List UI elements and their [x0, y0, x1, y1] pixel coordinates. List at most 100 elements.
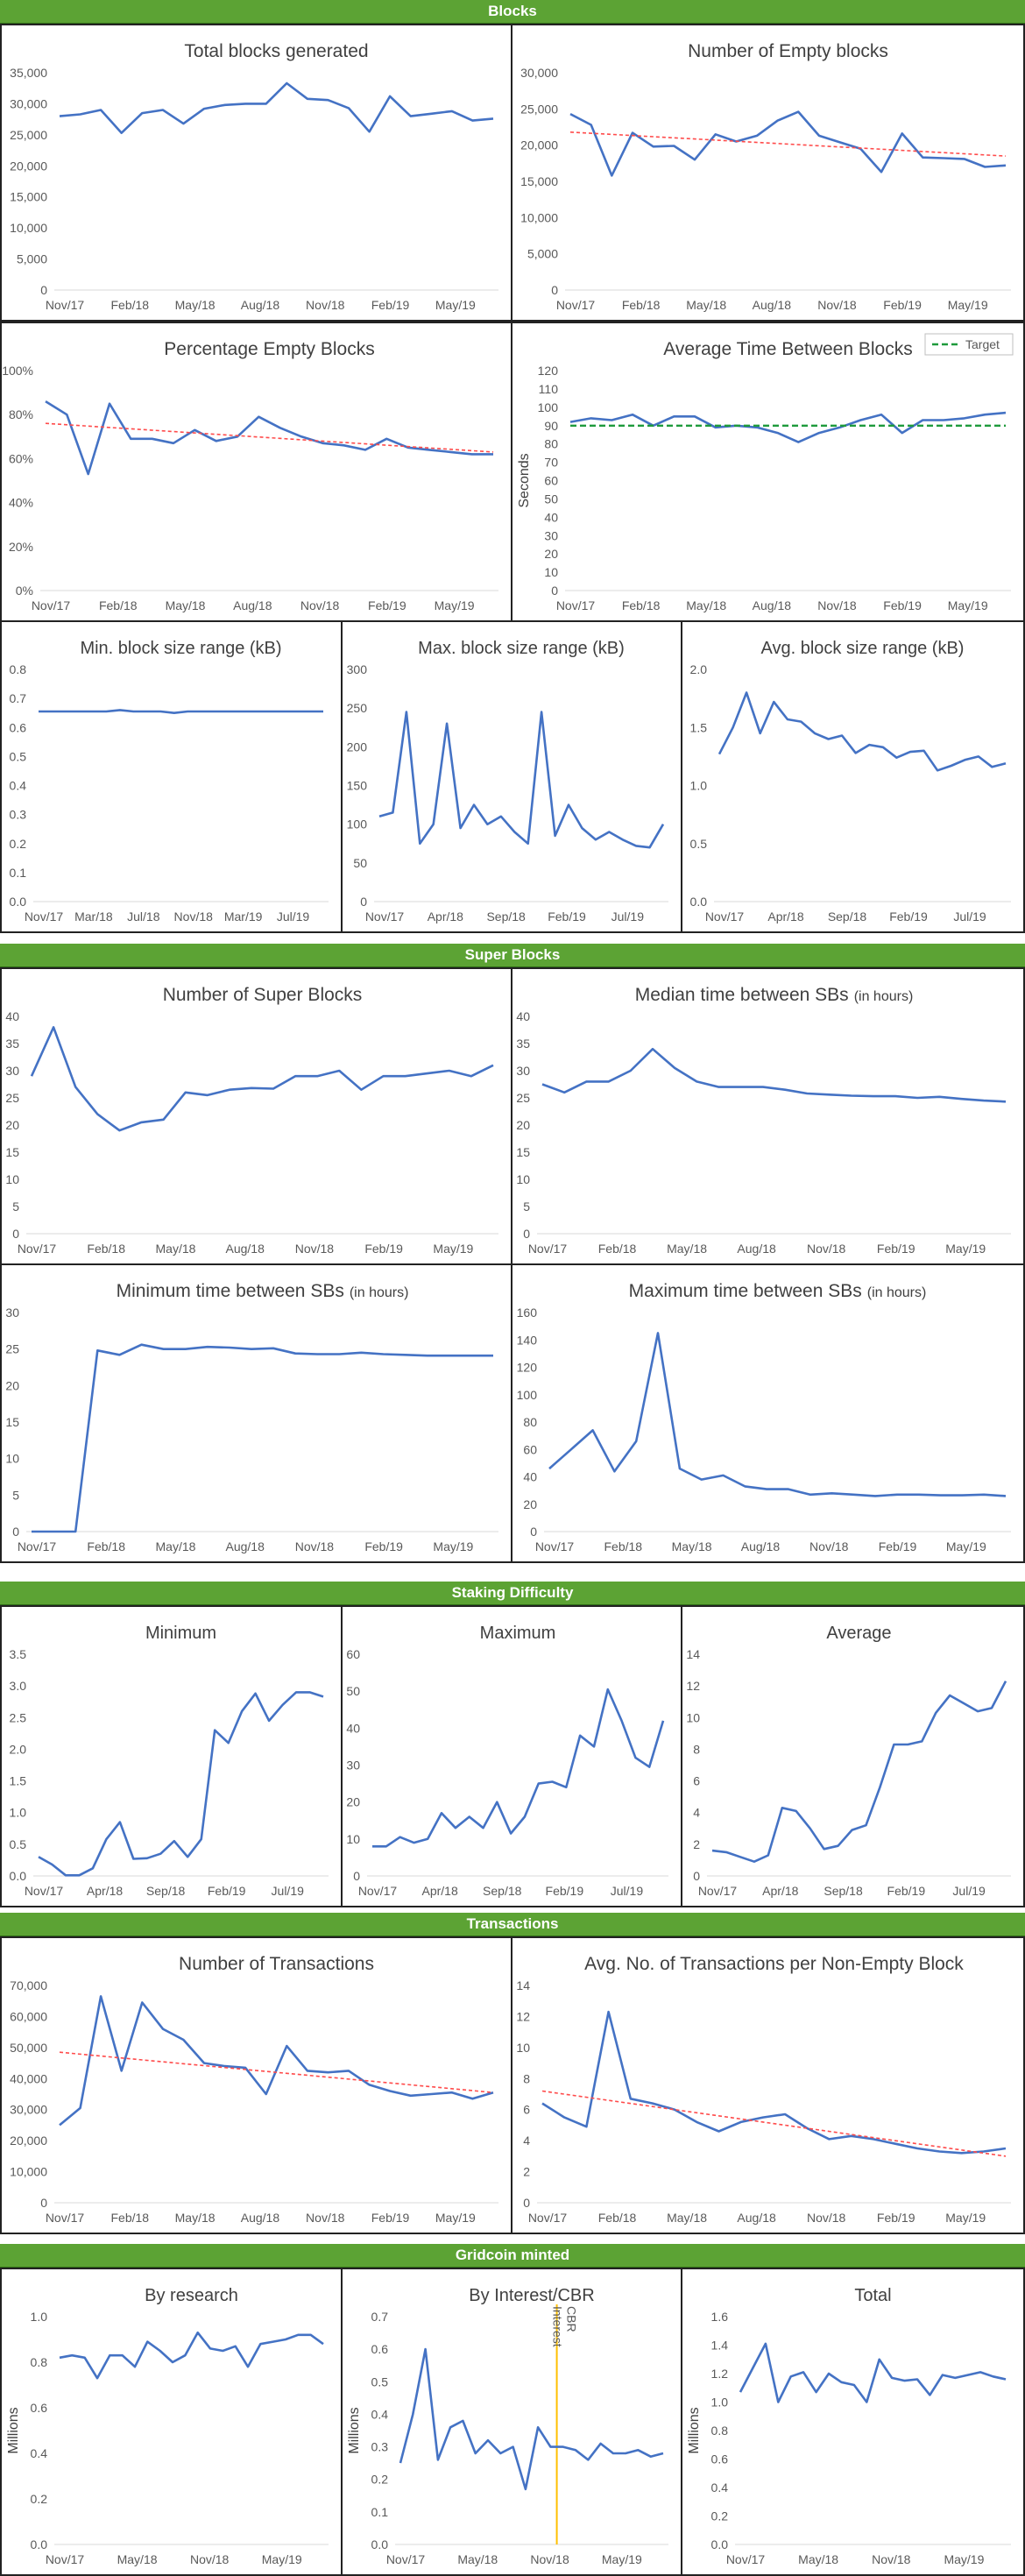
y-tick-label: 1.2 [711, 2367, 729, 2381]
chart-title: Max. block size range (kB) [418, 639, 625, 658]
y-tick-label: 1.0 [711, 2396, 729, 2410]
x-tick-label: Nov/18 [817, 298, 857, 312]
chart-panel-min-sb: Minimum time between SBs (in hours) 0 5 10 15… [0, 1263, 512, 1563]
y-tick-label: 0.1 [371, 2505, 389, 2519]
y-tick-label: 2 [693, 1837, 700, 1851]
x-tick-label: May/19 [602, 2552, 642, 2566]
series-line [739, 2342, 1007, 2403]
x-tick-label: Sep/18 [483, 1884, 522, 1898]
y-tick-label: 0.2 [31, 2492, 48, 2506]
x-tick-label: Feb/19 [546, 1884, 584, 1898]
chart-title: By research [145, 2286, 238, 2305]
chart-diff-min: Minimum 0.0 0.5 1.0 1.5 2.0 2.5 3.0 3.5 Nov/17 Apr… [10, 1624, 329, 1898]
y-tick-label: 15,000 [520, 174, 558, 188]
chart-avg-size: Avg. block size range (kB) 0.0 0.5 1.0 1.5 2.… [690, 639, 1011, 924]
chart-panel-empty-blocks: Number of Empty blocks 0 5,000 10,000 15,000… [511, 24, 1025, 322]
chart-panel-max-sb: Maximum time between SBs (in hours) 0 20 40 6… [511, 1263, 1025, 1563]
x-tick-label: Jul/19 [611, 909, 645, 924]
y-tick-label: 8 [523, 2071, 530, 2085]
y-tick-label: 40% [9, 496, 33, 510]
x-tick-label: Feb/19 [887, 1884, 926, 1898]
y-tick-label: 0.1 [10, 866, 27, 880]
x-tick-label: Aug/18 [241, 298, 280, 312]
y-tick-label: 60 [346, 1647, 360, 1661]
y-tick-label: 5 [523, 1200, 530, 1214]
y-tick-label: 250 [347, 701, 368, 715]
x-tick-label: May/18 [156, 1539, 196, 1553]
y-tick-label: 120 [517, 1361, 538, 1375]
chart-avg-time: Average Time Between Blocks Seconds 0 10 20 3… [517, 333, 1014, 612]
y-tick-label: 35 [5, 1037, 19, 1051]
chart-panel-by-research: By research Millions 0.0 0.2 0.4 0.6 0.8 1.0 Nov… [0, 2268, 343, 2576]
chart-panel-median-sb: Median time between SBs (in hours) 0 5 10 15 2… [511, 967, 1025, 1265]
x-tick-label: Nov/18 [530, 2552, 569, 2566]
series-line [541, 2010, 1007, 2155]
x-tick-label: Nov/18 [807, 1242, 846, 1256]
x-tick-label: Nov/17 [386, 2552, 426, 2566]
y-tick-label: 25,000 [520, 102, 558, 116]
divider-label-interest: Interest [551, 2306, 565, 2347]
y-tick-label: 0.0 [711, 2537, 729, 2551]
chart-title: Min. block size range (kB) [80, 639, 281, 658]
x-tick-label: Aug/18 [737, 1242, 776, 1256]
x-tick-label: Nov/17 [528, 1242, 568, 1256]
y-tick-label: 0.0 [690, 895, 708, 909]
x-tick-label: Feb/19 [877, 1242, 915, 1256]
y-tick-label: 35 [516, 1037, 530, 1051]
x-tick-label: Nov/18 [295, 1242, 335, 1256]
y-tick-label: 0.5 [10, 749, 27, 763]
y-tick-label: 0 [360, 895, 367, 909]
x-tick-label: Nov/17 [25, 1884, 64, 1898]
x-tick-label: May/18 [156, 1242, 196, 1256]
series-line [569, 110, 1007, 177]
x-tick-label: May/18 [672, 1539, 712, 1553]
chart-panel-max-size: Max. block size range (kB) 0 50 100 150 200 25… [341, 620, 682, 933]
y-tick-label: 0.4 [10, 779, 27, 793]
x-tick-label: Jul/19 [277, 909, 310, 924]
y-tick-label: 60 [544, 474, 558, 488]
y-tick-label: 50 [346, 1684, 360, 1698]
y-tick-label: 1.4 [711, 2339, 729, 2353]
x-tick-label: Feb/18 [111, 2211, 150, 2225]
x-tick-label: May/18 [667, 1242, 707, 1256]
y-tick-label: 25 [516, 1091, 530, 1105]
y-tick-label: 80 [523, 1415, 537, 1429]
y-tick-label: 5,000 [527, 247, 558, 261]
y-tick-label: 70,000 [10, 1978, 47, 1992]
x-tick-label: May/19 [948, 598, 988, 612]
y-tick-label: 14 [516, 1978, 530, 1992]
x-tick-label: Nov/18 [174, 909, 214, 924]
x-tick-label: Apr/18 [762, 1884, 798, 1898]
y-tick-label: 100% [2, 364, 33, 378]
y-tick-label: 40 [523, 1470, 537, 1484]
y-tick-label: 0 [523, 2196, 530, 2210]
y-tick-label: 0 [12, 1227, 19, 1241]
series-line [39, 709, 323, 714]
y-tick-label: 20 [523, 1497, 537, 1511]
x-tick-label: Nov/17 [698, 1884, 738, 1898]
y-tick-label: 300 [347, 662, 368, 676]
section-banner-staking-difficulty: Staking Difficulty [0, 1582, 1025, 1605]
x-tick-label: Feb/18 [99, 598, 138, 612]
x-tick-label: Aug/18 [753, 298, 792, 312]
series-line [548, 1332, 1007, 1497]
x-tick-label: Sep/18 [828, 909, 867, 924]
x-tick-label: May/19 [262, 2552, 302, 2566]
section-banner-superblocks: Super Blocks [0, 944, 1025, 967]
y-tick-label: 0.6 [711, 2452, 729, 2466]
x-tick-label: Apr/18 [87, 1884, 123, 1898]
x-tick-label: Feb/19 [364, 1242, 403, 1256]
chart-title: Avg. block size range (kB) [761, 639, 965, 658]
series-line [399, 2347, 664, 2491]
y-tick-label: 0.6 [371, 2342, 389, 2356]
y-tick-label: 0.0 [10, 895, 27, 909]
series-line [32, 1343, 493, 1533]
chart-num-sb: Number of Super Blocks 0 5 10 15 20 25 30 35 40 No… [5, 985, 498, 1256]
x-tick-label: Mar/19 [224, 909, 263, 924]
chart-panel-diff-avg: Average 0 2 4 6 8 10 12 14 Nov/17 Apr/18 Sep/18 Feb/… [681, 1605, 1025, 1907]
series-line [38, 1691, 324, 1877]
x-tick-label: Sep/18 [146, 1884, 186, 1898]
y-tick-label: 0.8 [711, 2424, 729, 2438]
y-tick-label: 10 [516, 1172, 530, 1186]
x-tick-label: Mar/18 [74, 909, 113, 924]
